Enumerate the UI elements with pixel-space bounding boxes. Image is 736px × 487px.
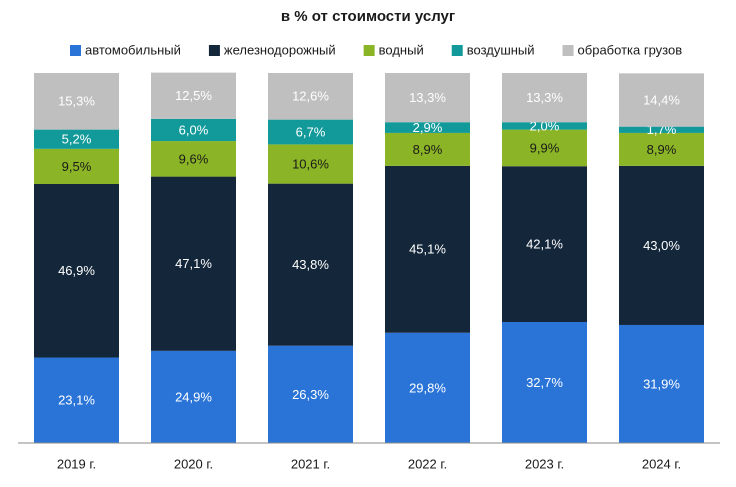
value-label: 5,2% xyxy=(62,132,92,147)
value-label: 45,1% xyxy=(409,242,446,257)
bar-segment xyxy=(502,73,587,123)
value-label: 26,3% xyxy=(292,387,329,402)
value-label: 13,3% xyxy=(526,90,563,105)
bar-segment xyxy=(268,73,353,120)
value-label: 9,9% xyxy=(530,140,560,155)
bar-segment xyxy=(34,148,119,184)
legend-label: железнодорожный xyxy=(224,42,336,57)
bar-segment xyxy=(268,345,353,443)
bar-segment xyxy=(151,118,236,142)
value-label: 12,5% xyxy=(175,88,212,103)
bar-segment xyxy=(385,332,470,443)
value-label: 15,3% xyxy=(58,94,95,109)
value-label: 31,9% xyxy=(643,376,680,391)
legend-label: воздушный xyxy=(467,42,535,57)
value-label: 46,9% xyxy=(58,263,95,278)
value-label: 14,4% xyxy=(643,92,680,107)
value-label: 2,9% xyxy=(413,120,443,135)
legend-label: автомобильный xyxy=(85,42,181,57)
value-label: 24,9% xyxy=(175,389,212,404)
x-tick-label: 2021 г. xyxy=(291,456,330,471)
bar-segment xyxy=(151,350,236,443)
bar-segment xyxy=(34,184,119,358)
value-label: 13,3% xyxy=(409,90,446,105)
value-label: 9,5% xyxy=(62,159,92,174)
bar-segment xyxy=(151,176,236,351)
x-tick-label: 2024 г. xyxy=(642,456,681,471)
value-label: 10,6% xyxy=(292,156,329,171)
bar-segment xyxy=(385,122,470,133)
legend-swatch xyxy=(451,45,463,56)
bar-segment xyxy=(619,165,704,325)
x-tick-label: 2022 г. xyxy=(408,456,447,471)
value-label: 32,7% xyxy=(526,375,563,390)
value-label: 47,1% xyxy=(175,256,212,271)
value-label: 6,7% xyxy=(296,124,326,139)
bar-segment xyxy=(268,119,353,145)
value-label: 8,9% xyxy=(413,142,443,157)
bar-segment xyxy=(34,129,119,149)
value-label: 43,0% xyxy=(643,238,680,253)
bar-segment xyxy=(619,126,704,133)
bar-segment xyxy=(34,357,119,443)
x-tick-label: 2019 г. xyxy=(57,456,96,471)
bar-segment xyxy=(268,144,353,184)
value-label: 23,1% xyxy=(58,393,95,408)
bar-segment xyxy=(385,73,470,123)
bar-segment xyxy=(502,129,587,167)
value-label: 12,6% xyxy=(292,89,329,104)
value-label: 43,8% xyxy=(292,257,329,272)
bar-segment xyxy=(268,183,353,346)
bar-segment xyxy=(619,324,704,443)
value-label: 29,8% xyxy=(409,380,446,395)
bar-segment xyxy=(502,122,587,130)
x-tick-label: 2020 г. xyxy=(174,456,213,471)
value-label: 42,1% xyxy=(526,237,563,252)
bar-segment xyxy=(151,141,236,177)
bar-segment xyxy=(502,166,587,323)
bar-segment xyxy=(34,73,119,130)
legend-swatch xyxy=(70,45,81,56)
value-label: 6,0% xyxy=(179,122,209,137)
value-label: 9,6% xyxy=(179,151,209,166)
bar-segment xyxy=(619,132,704,166)
value-label: 8,9% xyxy=(647,142,677,157)
legend-label: обработка грузов xyxy=(578,42,683,57)
legend-swatch xyxy=(363,45,375,56)
bar-segment xyxy=(385,165,470,333)
bar-segment xyxy=(151,72,236,119)
bar-segment xyxy=(619,73,704,127)
legend-label: водный xyxy=(379,42,424,57)
chart-title: в % от стоимости услуг xyxy=(281,8,455,25)
bar-segment xyxy=(385,132,470,166)
x-tick-label: 2023 г. xyxy=(525,456,564,471)
legend-swatch xyxy=(208,45,220,56)
bar-segment xyxy=(502,322,587,443)
legend-swatch xyxy=(562,45,574,56)
